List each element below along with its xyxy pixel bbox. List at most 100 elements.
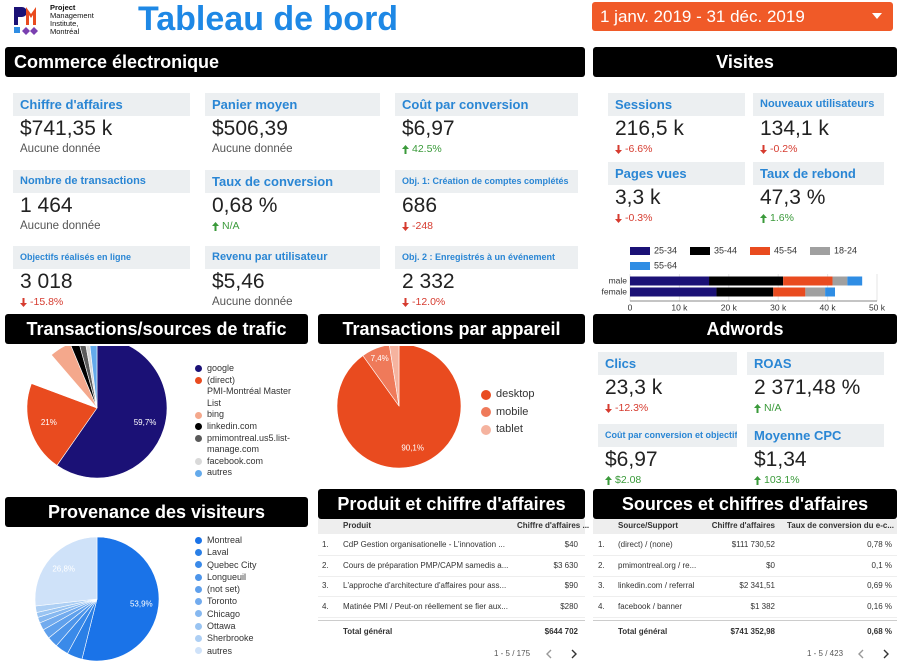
scorecard-value: $6,97 — [605, 448, 658, 471]
pie-slice — [79, 346, 98, 409]
pie-chart: 53,9% 26,8% — [34, 536, 160, 661]
legend-label: pmimontreal.us5.list-manage.com — [207, 432, 291, 455]
section-header: Provenance des visiteurs — [5, 497, 308, 527]
trend-arrow — [402, 144, 409, 154]
legend-item: (not set) — [195, 583, 295, 595]
table: Source/Support Chiffre d'affaires Taux de … — [593, 519, 897, 661]
table-cell: L'approche d'architecture d'affaires pou… — [343, 581, 507, 590]
table-cell: 4. — [598, 601, 605, 611]
scorecard-change: 42.5% — [402, 143, 442, 155]
date-range: 1 janv. 2019 - 31 déc. 2019 — [600, 7, 805, 26]
table-cell: 0,68 % — [867, 627, 892, 636]
legend-dot — [195, 376, 202, 384]
pie-chart: 59,7% 21% — [26, 346, 168, 479]
table-cell: 4. — [322, 601, 329, 611]
legend-label: bing — [207, 409, 225, 420]
slice-label: 59,7% — [134, 418, 157, 427]
scorecard-note: Aucune donnée — [212, 296, 293, 308]
scorecard-change: -248 — [402, 220, 433, 232]
table-cell: 1 - 5 / 175 — [494, 649, 531, 658]
slice-label: 53,9% — [130, 600, 153, 609]
bar-segment — [709, 276, 784, 286]
total-divider — [318, 620, 585, 621]
scorecard-note: Aucune donnée — [212, 143, 293, 155]
row-divider — [318, 596, 585, 597]
scorecard-value: $6,97 — [402, 117, 455, 140]
bar-segment — [630, 287, 717, 297]
legend-label: Sherbrooke — [207, 633, 254, 644]
row-divider — [593, 575, 897, 577]
scorecard-value: $741,35 k — [20, 117, 113, 140]
scorecard-change: -15.8% — [20, 296, 63, 308]
table-cell: 3. — [598, 581, 605, 590]
x-tick-label: 40 k — [820, 302, 837, 312]
pie-slice — [56, 346, 168, 479]
trend-arrow — [615, 144, 622, 154]
scorecard-value: 2 332 — [402, 270, 455, 293]
scorecard-value: 47,3 % — [760, 186, 826, 209]
legend-dot — [481, 407, 491, 418]
legend-swatch — [690, 247, 710, 255]
table-cell: Chiffre d'affaires ... — [517, 521, 590, 530]
trend-arrow — [760, 144, 767, 154]
bar-segment — [832, 276, 848, 286]
scorecard-change: -0.3% — [615, 212, 652, 224]
scorecard-value: $506,39 — [212, 117, 288, 140]
bar-segment — [630, 276, 710, 286]
table-cell: Produit — [343, 521, 371, 530]
legend-label: desktop — [496, 388, 535, 400]
change-value: -6.6% — [625, 143, 653, 155]
legend-dot — [195, 365, 202, 373]
previous-page[interactable] — [545, 649, 553, 659]
change-value: 1.6% — [770, 212, 794, 224]
trend-arrow — [754, 475, 761, 485]
logo-text: Project Management Institute, Montréal — [50, 4, 94, 36]
legend: desktop mobile tablet — [481, 386, 581, 439]
pie-slice — [362, 346, 400, 407]
scorecard-label: Nouveaux utilisateurs — [753, 93, 884, 116]
table-cell: 1. — [322, 540, 329, 549]
legend-item: Sherbrooke — [195, 632, 295, 644]
legend-item: bing — [195, 409, 295, 421]
next-page[interactable] — [882, 649, 890, 659]
scorecard-change: 103.1% — [754, 474, 800, 486]
pie-slice — [85, 346, 98, 409]
legend-label: 35-44 — [714, 245, 737, 255]
legend-label: Toronto — [207, 596, 238, 607]
table-cell: $741 352,98 — [730, 627, 776, 636]
section-header: Visites — [593, 47, 897, 77]
change-value: -248 — [412, 220, 434, 232]
legend-dot — [195, 573, 202, 581]
change-value: -0.2% — [770, 143, 798, 155]
scorecard-label: Chiffre d'affaires — [13, 93, 190, 116]
next-page[interactable] — [570, 649, 578, 659]
previous-page[interactable] — [857, 649, 865, 659]
legend-item: Laval — [195, 546, 295, 558]
scorecard-label: Nombre de transactions — [13, 170, 190, 193]
chevron — [571, 649, 577, 659]
legend-dot — [195, 561, 202, 569]
legend-dot — [195, 585, 202, 593]
section-header: Transactions par appareil — [318, 314, 585, 344]
legend-dot — [195, 434, 202, 442]
legend-label: (not set) — [207, 584, 241, 595]
y-tick-label: male — [609, 275, 628, 285]
scorecard-value: 23,3 k — [605, 376, 663, 399]
scorecard-value: 0,68 % — [212, 194, 278, 217]
row-divider — [318, 616, 585, 618]
table-header-row — [318, 519, 585, 534]
change-value: -0.3% — [625, 212, 653, 224]
pie-slice — [81, 536, 160, 661]
date-range-picker[interactable]: 1 janv. 2019 - 31 déc. 2019 — [592, 2, 893, 31]
scorecard-label: Obj. 2 : Enregistrés à un événement — [395, 246, 578, 269]
legend-dot — [195, 622, 202, 630]
legend-item: mobile — [481, 404, 581, 422]
scorecard-change: 1.6% — [760, 212, 794, 224]
trend-arrow — [20, 297, 27, 307]
chart: 53,9% 26,8% Montreal Laval Quebec City Longue… — [5, 529, 308, 661]
bar-segment — [716, 287, 774, 297]
scorecard-label: Clics — [598, 352, 737, 375]
legend-swatch — [750, 247, 770, 255]
scorecard-label: Revenu par utilisateur — [205, 246, 380, 269]
legend-dot — [481, 424, 491, 435]
